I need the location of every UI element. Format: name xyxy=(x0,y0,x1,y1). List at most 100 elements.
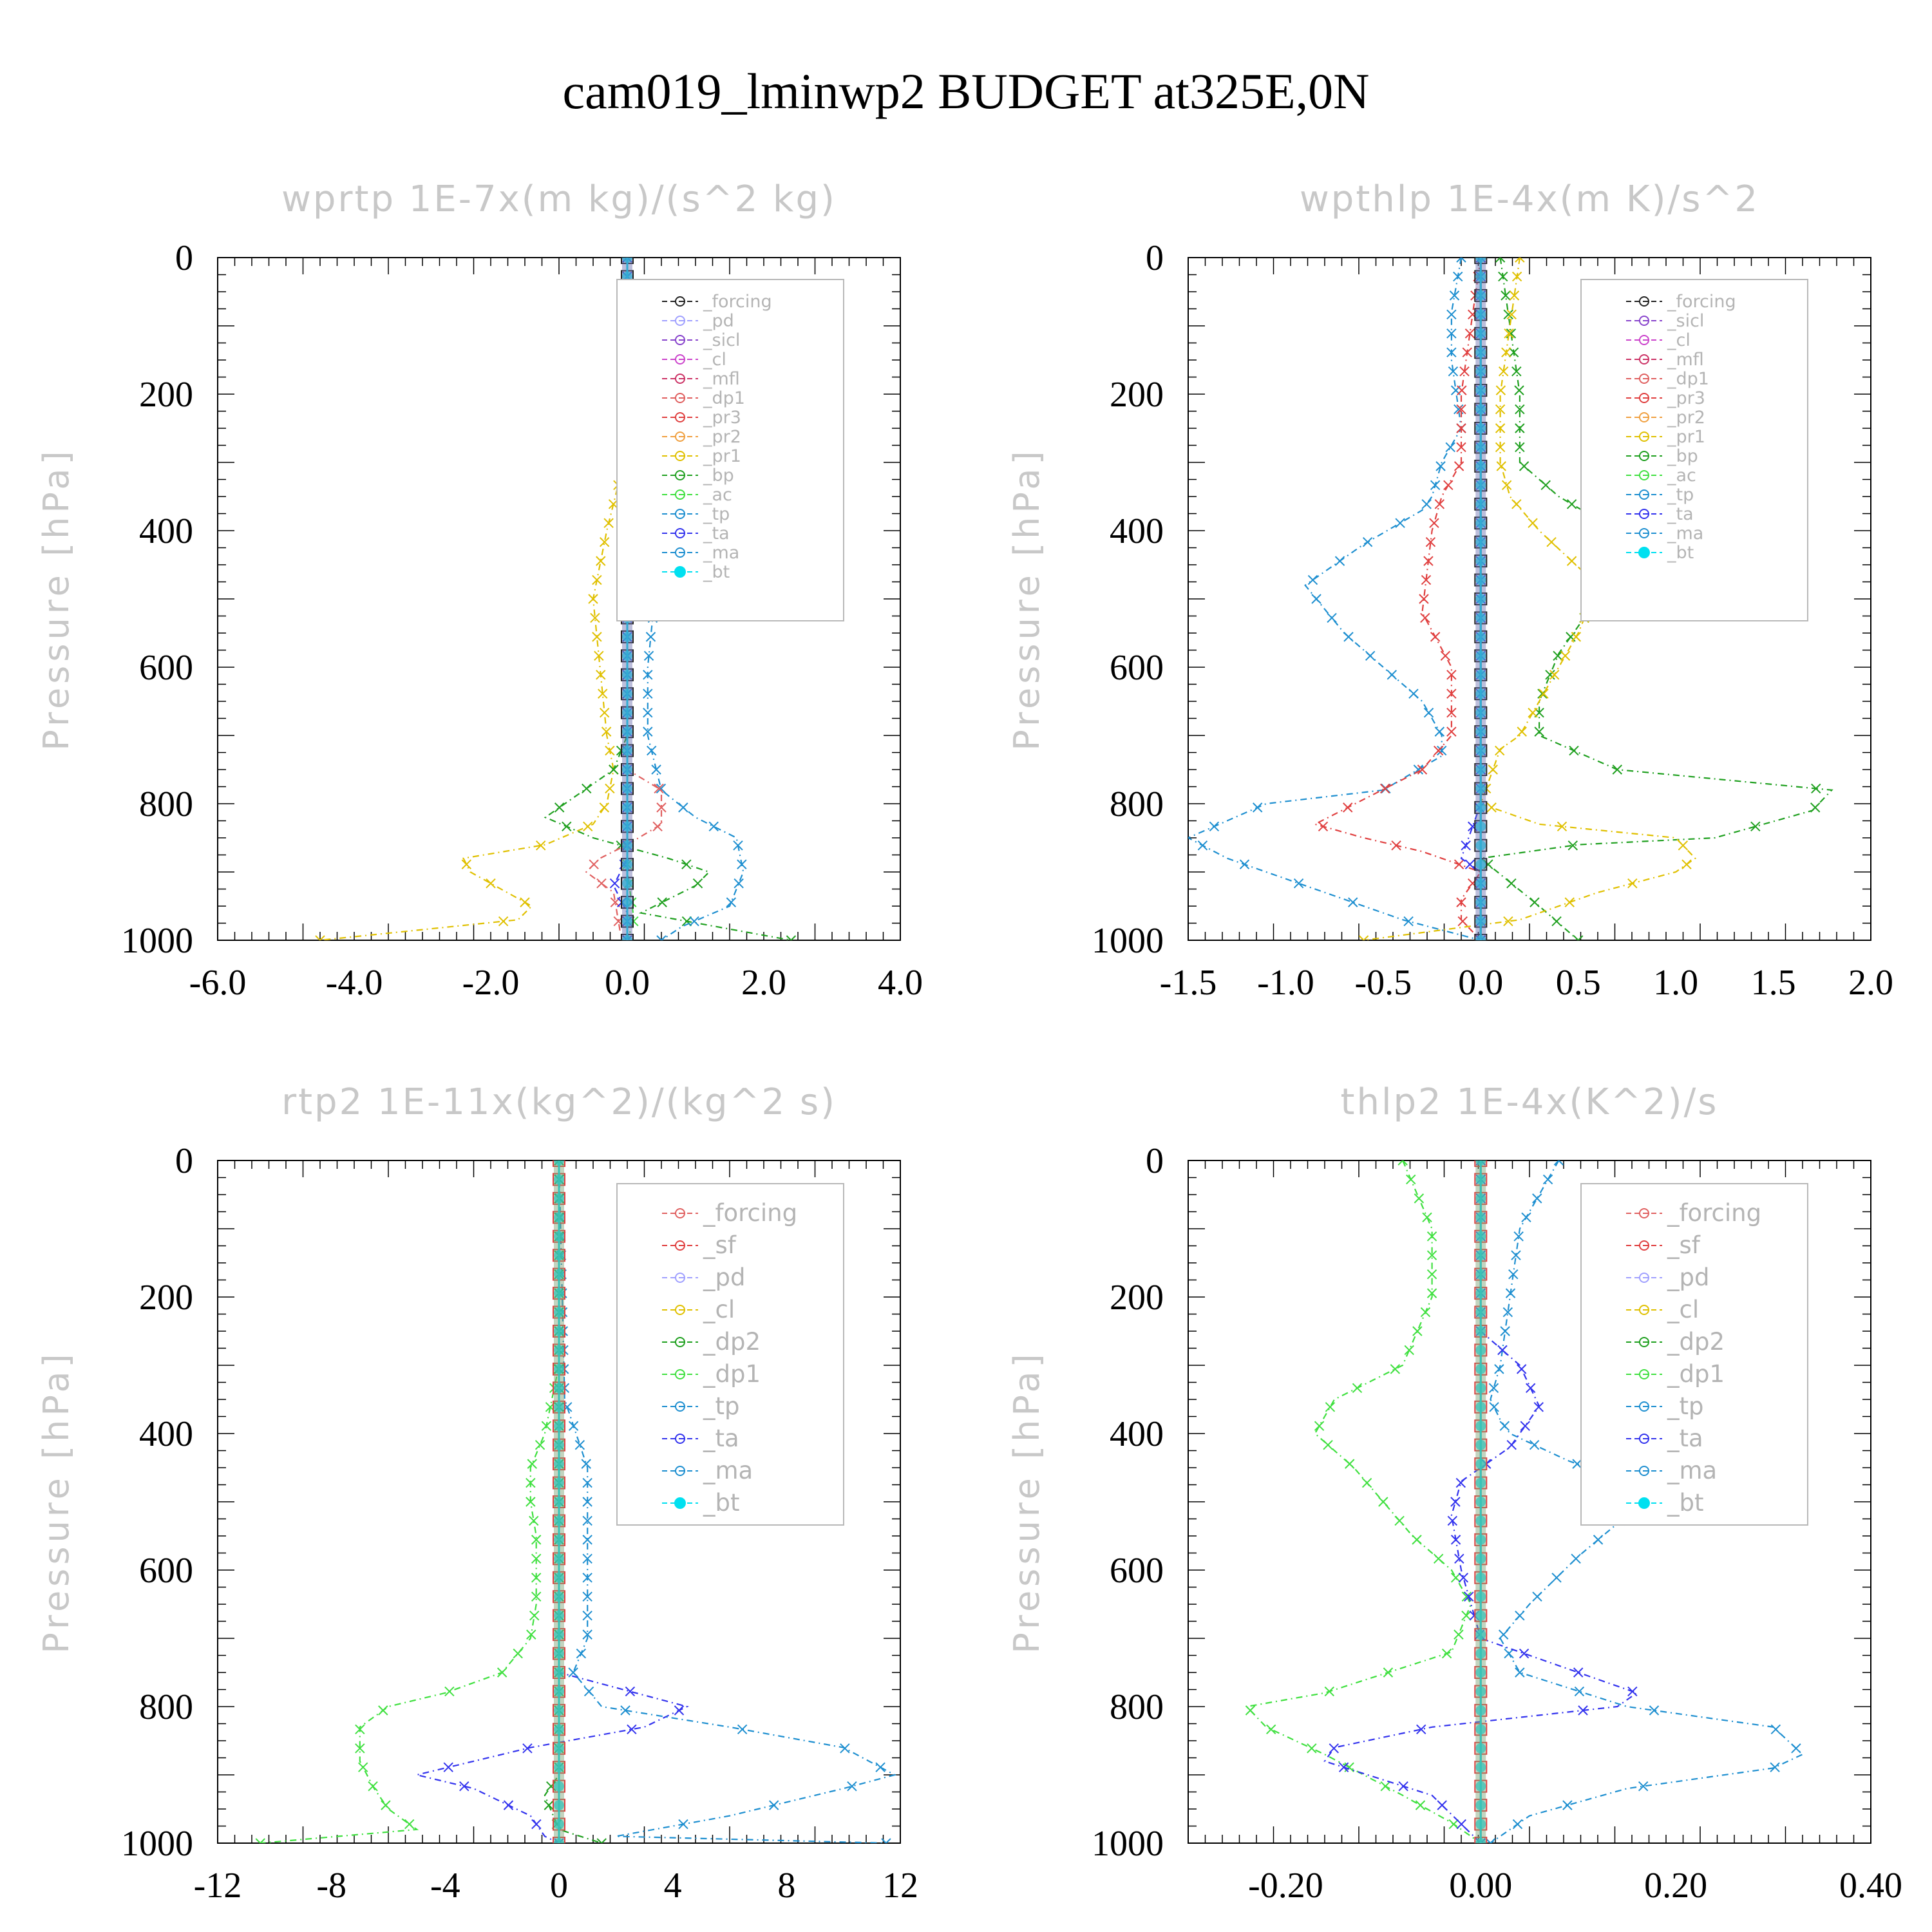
data-point xyxy=(1475,1193,1486,1204)
data-point xyxy=(1464,328,1475,339)
data-point xyxy=(622,935,632,940)
data-point xyxy=(622,916,632,927)
legend-marker xyxy=(1639,489,1649,500)
legend-entry: _dp1 xyxy=(1626,1360,1725,1388)
legend-marker xyxy=(1639,1434,1649,1444)
data-point xyxy=(582,1535,592,1545)
data-point xyxy=(1454,859,1464,869)
data-point xyxy=(1496,461,1506,471)
data-point xyxy=(1455,1477,1466,1488)
data-point xyxy=(1503,309,1513,320)
data-point xyxy=(1475,594,1486,604)
legend-label: _tp xyxy=(1667,1392,1704,1420)
data-point xyxy=(1475,1231,1486,1242)
data-point xyxy=(554,1326,564,1336)
legend-entry: _tp xyxy=(1626,485,1694,505)
legend-entry: _ma xyxy=(1626,524,1703,544)
data-point xyxy=(1398,1781,1408,1792)
data-point xyxy=(1433,1553,1444,1564)
data-point xyxy=(620,1705,630,1716)
data-point xyxy=(554,1497,564,1507)
data-point xyxy=(1549,670,1560,680)
legend-label: _pr1 xyxy=(703,446,741,466)
legend-label: _sf xyxy=(703,1231,737,1259)
legend-marker xyxy=(1639,1208,1649,1218)
legend-label: _bt xyxy=(1667,543,1694,563)
data-point xyxy=(1475,650,1486,661)
data-point xyxy=(529,1610,540,1621)
data-point xyxy=(1475,1724,1486,1735)
legend-label: _bt xyxy=(703,562,730,582)
data-point xyxy=(554,1762,564,1773)
data-point xyxy=(1475,745,1486,756)
data-point xyxy=(1475,631,1486,642)
x-tick-label: 1.5 xyxy=(1751,963,1796,1003)
y-tick-label: 1000 xyxy=(1092,1824,1164,1864)
data-point xyxy=(840,1743,850,1754)
legend-label: _forcing xyxy=(703,1199,797,1227)
panel-title: wprtp 1E-7x(m kg)/(s^2 kg) xyxy=(281,178,837,220)
legend-entry: _sicl xyxy=(1626,311,1704,331)
data-point xyxy=(1516,1364,1527,1374)
legend-entry: _ac xyxy=(662,485,732,505)
data-point xyxy=(657,897,667,907)
data-point xyxy=(1528,518,1538,528)
data-point xyxy=(1457,916,1468,927)
data-point xyxy=(654,783,664,794)
legend-label: _forcing xyxy=(1667,1199,1761,1227)
x-tick-label: 0 xyxy=(550,1866,568,1906)
data-point xyxy=(625,1686,636,1697)
data-point xyxy=(1515,423,1525,433)
legend: _forcing _sf _pd _cl _dp2 _dp1 _tp _ta _ma _bt xyxy=(1580,1183,1808,1526)
data-point xyxy=(368,1781,378,1792)
legend-marker xyxy=(675,489,685,500)
data-point xyxy=(531,1535,542,1545)
data-point xyxy=(1475,518,1486,529)
legend-label: _cl xyxy=(703,1296,735,1323)
data-point xyxy=(554,1534,564,1545)
data-point xyxy=(1434,499,1445,509)
legend-entry: _ma xyxy=(1626,1457,1717,1484)
legend-marker xyxy=(1638,1497,1650,1509)
y-tick-label: 0 xyxy=(1146,238,1164,278)
data-point xyxy=(1475,821,1486,832)
data-point xyxy=(1534,726,1544,737)
data-point xyxy=(1475,1401,1486,1412)
data-point xyxy=(1446,688,1457,699)
data-point xyxy=(1459,366,1470,377)
series-dp1 xyxy=(1245,1160,1486,1843)
data-point xyxy=(646,745,657,756)
data-point xyxy=(1448,366,1459,377)
data-point xyxy=(1456,258,1466,263)
data-point xyxy=(1450,1535,1461,1545)
legend-label: _dp2 xyxy=(703,1328,761,1356)
data-point xyxy=(1456,404,1466,415)
data-point xyxy=(1358,935,1369,940)
data-point xyxy=(1475,404,1486,415)
x-tick-label: 2.0 xyxy=(741,963,786,1003)
data-point xyxy=(622,821,632,832)
data-point xyxy=(255,1838,265,1843)
data-point xyxy=(1512,1819,1523,1830)
legend-label: _sicl xyxy=(703,330,740,350)
data-point xyxy=(461,859,472,869)
series-line xyxy=(544,1160,602,1843)
legend-label: _pr1 xyxy=(1667,427,1705,447)
y-tick-label: 600 xyxy=(139,648,193,688)
data-point xyxy=(1520,1421,1530,1431)
legend-box xyxy=(616,1183,844,1526)
data-point xyxy=(645,632,656,642)
data-point xyxy=(1519,1648,1530,1659)
data-point xyxy=(1467,878,1478,889)
data-point xyxy=(1450,1497,1461,1507)
data-point xyxy=(554,1477,564,1488)
data-point xyxy=(1571,1553,1581,1564)
legend-marker xyxy=(1638,547,1650,558)
data-point xyxy=(1529,1439,1540,1450)
data-point xyxy=(576,1648,587,1659)
y-tick-label: 600 xyxy=(139,1551,193,1591)
data-point xyxy=(531,1819,542,1830)
data-point xyxy=(1327,612,1337,623)
legend-box xyxy=(1580,1183,1808,1526)
data-point xyxy=(1483,859,1493,869)
